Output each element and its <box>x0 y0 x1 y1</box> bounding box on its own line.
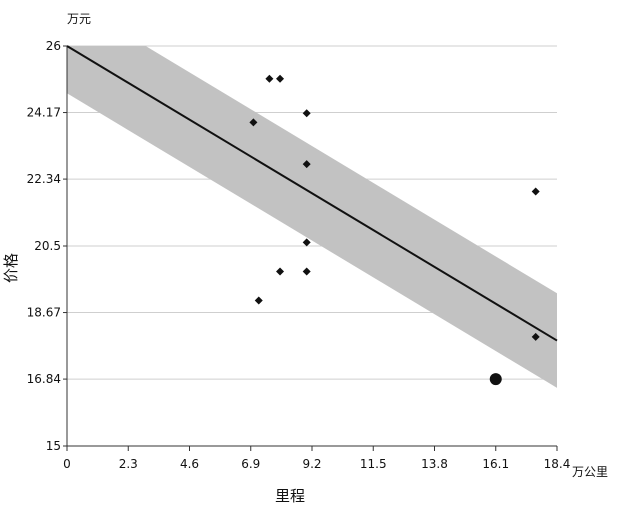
data-point <box>276 267 285 276</box>
y-unit-label: 万元 <box>67 12 91 26</box>
x-tick-label: 13.8 <box>421 457 448 471</box>
ticks-layer: 15 16.84 18.67 20.5 22.34 24.17 26 0 2.3 4.6 6.9 9.… <box>27 39 571 471</box>
x-tick-label: 16.1 <box>482 457 509 471</box>
x-tick-label: 11.5 <box>360 457 387 471</box>
y-tick-label: 16.84 <box>27 372 61 386</box>
highlighted-point <box>489 373 502 386</box>
points-layer <box>249 74 540 386</box>
y-tick-label: 20.5 <box>34 239 61 253</box>
line-layer <box>66 45 558 342</box>
band-layer <box>67 46 557 388</box>
x-tick-label: 0 <box>63 457 71 471</box>
regression-line <box>66 45 558 342</box>
y-tick-label: 24.17 <box>27 106 61 120</box>
x-tick-label: 18.4 <box>544 457 571 471</box>
confidence-band <box>67 46 557 388</box>
y-tick-label: 22.34 <box>27 172 61 186</box>
y-axis-title: 价格 <box>2 253 20 283</box>
data-point <box>276 74 285 83</box>
y-tick-label: 15 <box>46 439 61 453</box>
data-point <box>265 74 274 83</box>
y-tick-label: 26 <box>46 39 61 53</box>
x-tick-label: 6.9 <box>241 457 260 471</box>
x-unit-label: 万公里 <box>572 465 608 479</box>
data-point <box>254 296 263 305</box>
x-tick-label: 4.6 <box>180 457 199 471</box>
data-point <box>302 160 311 169</box>
data-point <box>302 267 311 276</box>
data-point <box>531 187 540 196</box>
y-tick-label: 18.67 <box>27 306 61 320</box>
x-tick-label: 2.3 <box>119 457 138 471</box>
data-point <box>302 238 311 247</box>
data-point <box>302 109 311 118</box>
data-point <box>531 332 540 341</box>
x-tick-label: 9.2 <box>302 457 321 471</box>
x-axis-title: 里程 <box>275 487 305 505</box>
data-point <box>249 118 258 127</box>
